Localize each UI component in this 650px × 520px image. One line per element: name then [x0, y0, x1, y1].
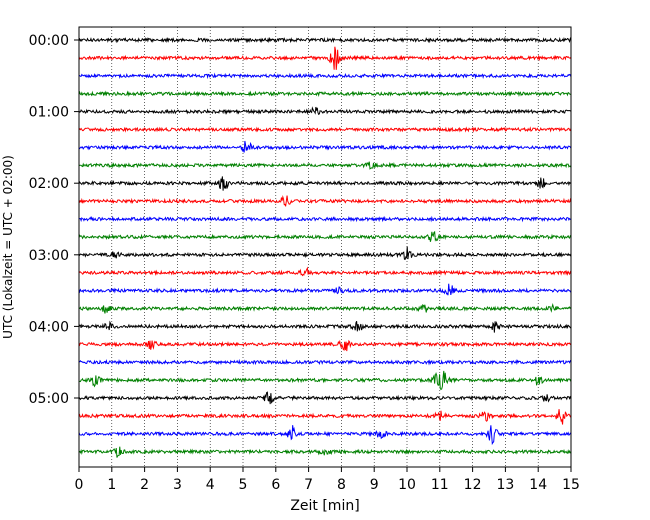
trace-0000 [78, 36, 572, 44]
trace-0100 [78, 106, 572, 116]
trace-0445 [78, 370, 572, 390]
y-tick-label: 03:00 [29, 248, 69, 264]
trace-0330 [78, 283, 572, 296]
x-tick-label: 14 [529, 477, 547, 493]
trace-0145 [78, 161, 572, 170]
trace-0030 [78, 72, 572, 80]
trace-0045 [78, 90, 572, 98]
x-tick-label: 10 [398, 477, 416, 493]
y-tick-label: 00:00 [29, 33, 69, 49]
trace-0545 [78, 446, 572, 458]
trace-0400 [78, 320, 571, 333]
trace-0430 [78, 358, 572, 366]
seismic-traces [78, 36, 572, 458]
x-tick-label: 5 [239, 477, 248, 493]
trace-0115 [78, 126, 572, 133]
x-tick-label: 13 [496, 477, 514, 493]
y-tick-label: 02:00 [29, 176, 69, 192]
plot-frame [78, 26, 572, 468]
y-tick-label: 05:00 [29, 391, 69, 407]
x-tick-label: 0 [75, 477, 84, 493]
trace-0200 [78, 176, 572, 191]
trace-0215 [78, 195, 572, 207]
trace-0530 [78, 425, 572, 446]
x-tick-label: 9 [370, 477, 379, 493]
x-axis-label: Zeit [min] [290, 498, 359, 514]
trace-0500 [78, 391, 572, 405]
trace-0415 [78, 339, 572, 352]
y-tick-label: 04:00 [29, 319, 69, 335]
trace-0015 [78, 46, 572, 70]
trace-0345 [78, 302, 572, 314]
x-tick-label: 1 [107, 477, 116, 493]
x-tick-label: 8 [337, 477, 346, 493]
x-tick-label: 11 [431, 477, 449, 493]
x-tick-label: 3 [173, 477, 182, 493]
x-tick-label: 7 [304, 477, 313, 493]
y-axis-ticks: 00:00 01:00 02:00 03:00 04:00 05:00 [29, 33, 79, 407]
trace-0245 [78, 230, 572, 242]
x-tick-label: 4 [206, 477, 215, 493]
y-tick-label: 01:00 [29, 105, 69, 121]
trace-0130 [78, 140, 572, 153]
x-axis-ticks: 0 1 2 3 4 5 6 7 8 9 10 11 12 13 14 15 [75, 467, 580, 493]
x-tick-label: 15 [562, 477, 580, 493]
trace-0315 [78, 266, 572, 277]
trace-0230 [78, 215, 572, 223]
x-tick-label: 12 [464, 477, 482, 493]
trace-0300 [78, 246, 572, 260]
x-tick-label: 6 [271, 477, 280, 493]
x-tick-label: 2 [140, 477, 149, 493]
trace-0515 [78, 409, 572, 425]
y-axis-label: UTC (Lokalzeit = UTC + 02:00) [1, 155, 15, 339]
